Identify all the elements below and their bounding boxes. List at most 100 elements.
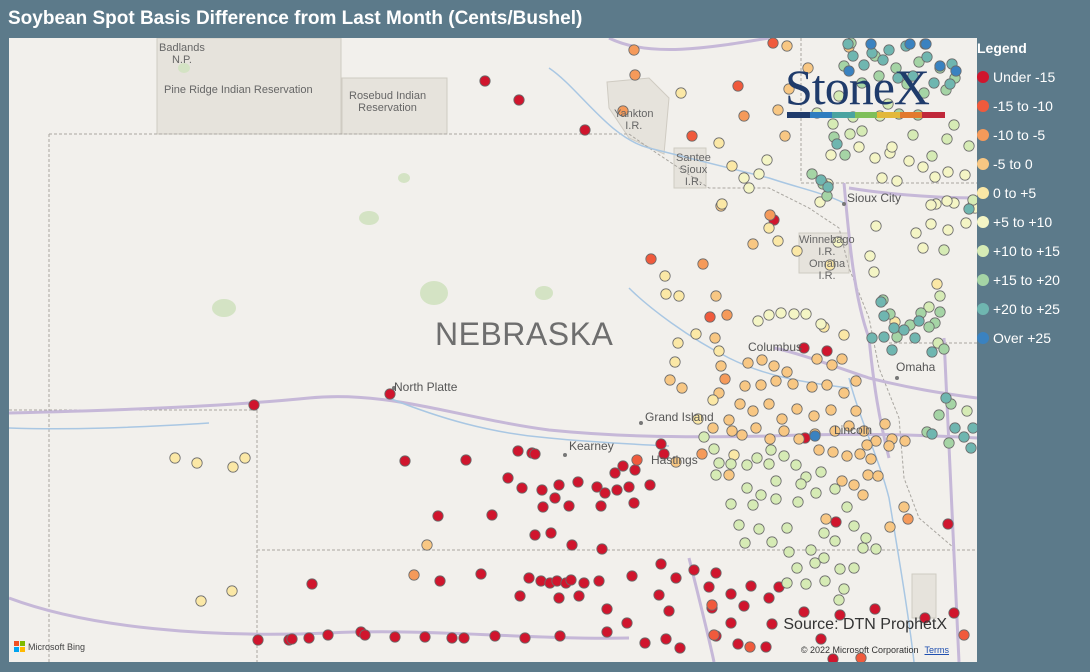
location-dot[interactable] bbox=[813, 444, 825, 456]
location-dot[interactable] bbox=[763, 398, 775, 410]
location-dot[interactable] bbox=[879, 418, 891, 430]
location-dot[interactable] bbox=[698, 431, 710, 443]
location-dot[interactable] bbox=[877, 54, 889, 66]
location-dot[interactable] bbox=[248, 399, 260, 411]
location-dot[interactable] bbox=[838, 387, 850, 399]
location-dot[interactable] bbox=[763, 222, 775, 234]
location-dot[interactable] bbox=[833, 594, 845, 606]
location-dot[interactable] bbox=[674, 642, 686, 654]
location-dot[interactable] bbox=[783, 83, 795, 95]
location-dot[interactable] bbox=[926, 346, 938, 358]
location-dot[interactable] bbox=[902, 513, 914, 525]
location-dot[interactable] bbox=[854, 448, 866, 460]
location-dot[interactable] bbox=[756, 354, 768, 366]
location-dot[interactable] bbox=[565, 574, 577, 586]
location-dot[interactable] bbox=[926, 428, 938, 440]
location-dot[interactable] bbox=[721, 309, 733, 321]
location-dot[interactable] bbox=[686, 130, 698, 142]
location-dot[interactable] bbox=[963, 140, 975, 152]
location-dot[interactable] bbox=[882, 98, 894, 110]
location-dot[interactable] bbox=[753, 168, 765, 180]
location-dot[interactable] bbox=[948, 607, 960, 619]
location-dot[interactable] bbox=[761, 154, 773, 166]
location-dot[interactable] bbox=[909, 332, 921, 344]
location-dot[interactable] bbox=[739, 380, 751, 392]
location-dot[interactable] bbox=[857, 489, 869, 501]
location-dot[interactable] bbox=[811, 353, 823, 365]
location-dot[interactable] bbox=[655, 438, 667, 450]
location-dot[interactable] bbox=[631, 454, 643, 466]
map-canvas[interactable]: NEBRASKA North Platte Grand Island Kearn… bbox=[9, 38, 977, 662]
location-dot[interactable] bbox=[883, 440, 895, 452]
location-dot[interactable] bbox=[925, 199, 937, 211]
location-dot[interactable] bbox=[764, 433, 776, 445]
location-dot[interactable] bbox=[853, 141, 865, 153]
location-dot[interactable] bbox=[907, 70, 919, 82]
location-dot[interactable] bbox=[923, 321, 935, 333]
location-dot[interactable] bbox=[529, 529, 541, 541]
location-dot[interactable] bbox=[848, 520, 860, 532]
location-dot[interactable] bbox=[865, 38, 877, 50]
location-dot[interactable] bbox=[899, 435, 911, 447]
location-dot[interactable] bbox=[913, 56, 925, 68]
location-dot[interactable] bbox=[553, 479, 565, 491]
location-dot[interactable] bbox=[904, 38, 916, 50]
location-dot[interactable] bbox=[886, 344, 898, 356]
location-dot[interactable] bbox=[764, 209, 776, 221]
location-dot[interactable] bbox=[950, 65, 962, 77]
location-dot[interactable] bbox=[938, 343, 950, 355]
location-dot[interactable] bbox=[768, 360, 780, 372]
location-dot[interactable] bbox=[920, 38, 932, 50]
location-dot[interactable] bbox=[878, 310, 890, 322]
location-dot[interactable] bbox=[512, 445, 524, 457]
location-dot[interactable] bbox=[850, 405, 862, 417]
location-dot[interactable] bbox=[934, 290, 946, 302]
location-dot[interactable] bbox=[707, 394, 719, 406]
location-dot[interactable] bbox=[839, 149, 851, 161]
location-dot[interactable] bbox=[536, 484, 548, 496]
location-dot[interactable] bbox=[726, 425, 738, 437]
location-dot[interactable] bbox=[960, 217, 972, 229]
location-dot[interactable] bbox=[523, 572, 535, 584]
location-dot[interactable] bbox=[825, 149, 837, 161]
location-dot[interactable] bbox=[644, 479, 656, 491]
location-dot[interactable] bbox=[195, 595, 207, 607]
location-dot[interactable] bbox=[709, 332, 721, 344]
location-dot[interactable] bbox=[765, 444, 777, 456]
location-dot[interactable] bbox=[832, 236, 844, 248]
location-dot[interactable] bbox=[690, 328, 702, 340]
location-dot[interactable] bbox=[942, 224, 954, 236]
location-dot[interactable] bbox=[763, 592, 775, 604]
location-dot[interactable] bbox=[855, 652, 867, 662]
location-dot[interactable] bbox=[926, 150, 938, 162]
location-dot[interactable] bbox=[745, 580, 757, 592]
location-dot[interactable] bbox=[918, 87, 930, 99]
location-dot[interactable] bbox=[865, 453, 877, 465]
location-dot[interactable] bbox=[770, 493, 782, 505]
location-dot[interactable] bbox=[710, 469, 722, 481]
location-dot[interactable] bbox=[659, 270, 671, 282]
location-dot[interactable] bbox=[805, 544, 817, 556]
location-dot[interactable] bbox=[514, 590, 526, 602]
location-dot[interactable] bbox=[738, 172, 750, 184]
location-dot[interactable] bbox=[829, 535, 841, 547]
location-dot[interactable] bbox=[870, 220, 882, 232]
location-dot[interactable] bbox=[475, 568, 487, 580]
location-dot[interactable] bbox=[934, 60, 946, 72]
location-dot[interactable] bbox=[660, 633, 672, 645]
location-dot[interactable] bbox=[819, 575, 831, 587]
location-dot[interactable] bbox=[670, 572, 682, 584]
location-dot[interactable] bbox=[770, 375, 782, 387]
location-dot[interactable] bbox=[898, 324, 910, 336]
location-dot[interactable] bbox=[876, 172, 888, 184]
location-dot[interactable] bbox=[551, 575, 563, 587]
location-dot[interactable] bbox=[766, 618, 778, 630]
location-dot[interactable] bbox=[861, 439, 873, 451]
location-dot[interactable] bbox=[826, 359, 838, 371]
location-dot[interactable] bbox=[869, 152, 881, 164]
location-dot[interactable] bbox=[834, 609, 846, 621]
location-dot[interactable] bbox=[847, 50, 859, 62]
location-dot[interactable] bbox=[898, 501, 910, 513]
location-dot[interactable] bbox=[806, 168, 818, 180]
location-dot[interactable] bbox=[860, 532, 872, 544]
